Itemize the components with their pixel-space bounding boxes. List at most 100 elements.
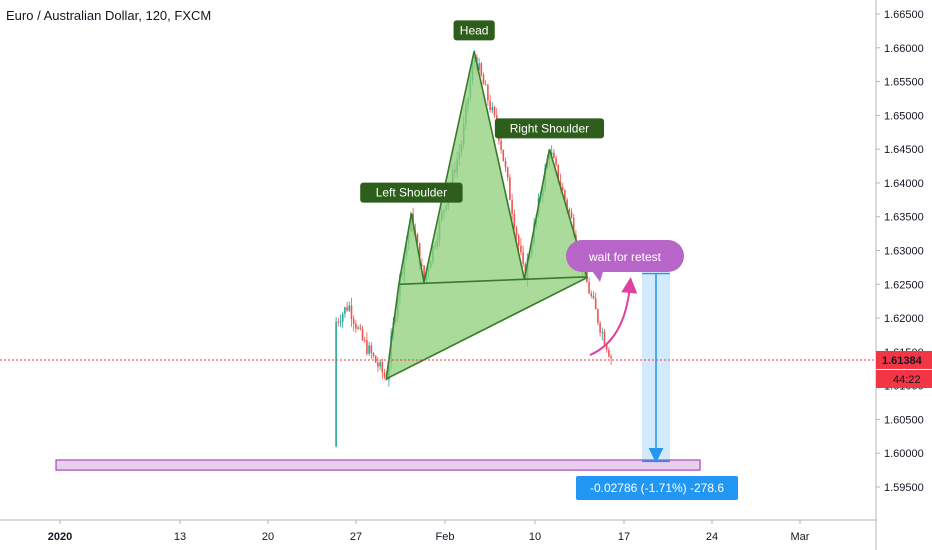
measure-label: -0.02786 (-1.71%) -278.6 <box>590 481 724 495</box>
candle-body <box>594 298 597 310</box>
measure-label-box <box>576 476 738 500</box>
candle-body <box>568 209 571 213</box>
pattern-label: Left Shoulder <box>376 186 447 200</box>
candle-body <box>363 339 366 341</box>
candle-body <box>489 100 491 111</box>
candle-body <box>482 75 485 85</box>
candle-body <box>572 217 575 235</box>
time-tick-label: 20 <box>262 531 274 543</box>
candle-body <box>493 107 496 116</box>
neckline <box>398 276 588 286</box>
price-tick-label: 1.66500 <box>884 9 924 21</box>
candle-body <box>381 362 384 373</box>
candle-body <box>370 345 373 354</box>
candle-body <box>341 313 344 322</box>
candle-body <box>561 187 564 191</box>
measure-layer: -0.02786 (-1.71%) -278.6 <box>576 272 738 500</box>
candle-body <box>599 322 601 333</box>
candle-body <box>478 63 480 71</box>
candle-body <box>484 84 487 86</box>
countdown-value: 44:22 <box>893 374 921 386</box>
candle-body <box>416 234 419 244</box>
candle-body <box>513 213 516 228</box>
pattern-fill <box>385 50 589 381</box>
last-price-value: 1.61384 <box>882 355 923 367</box>
time-tick-label: 13 <box>174 531 186 543</box>
candle-body <box>350 305 353 319</box>
time-tick-label: 27 <box>350 531 362 543</box>
candle-body <box>566 199 568 210</box>
last-price-badge <box>876 350 932 369</box>
candle-body <box>504 161 507 168</box>
candle-body <box>491 107 494 111</box>
candle-body <box>522 252 524 264</box>
price-tick-label: 1.65000 <box>884 110 924 122</box>
time-tick-label: 17 <box>618 531 630 543</box>
pattern-label-box <box>360 182 463 203</box>
pattern-label: Head <box>460 23 489 37</box>
candle-body <box>511 199 513 214</box>
candle-body <box>374 355 377 363</box>
candle-body <box>555 158 557 165</box>
candle-body <box>423 265 425 281</box>
candle-body <box>601 331 604 333</box>
candle-body <box>592 295 595 299</box>
price-tick-label: 1.60000 <box>884 448 924 460</box>
candle-body <box>421 265 423 267</box>
candle-body <box>557 164 560 182</box>
candle-body <box>608 349 610 357</box>
pattern-label-box <box>494 118 605 139</box>
support-zone <box>55 459 701 471</box>
candle-body <box>335 321 337 447</box>
price-tick-label: 1.62500 <box>884 279 924 291</box>
time-tick-label: 24 <box>706 531 718 543</box>
candle-body <box>355 323 357 329</box>
candle-body <box>564 190 566 200</box>
pattern-label-box <box>453 20 495 41</box>
candle-body <box>366 339 368 354</box>
candle-body <box>361 328 364 340</box>
candle-body <box>550 152 553 155</box>
candle-body <box>379 362 381 367</box>
time-tick-label: Mar <box>791 531 810 543</box>
candle-body <box>357 327 359 329</box>
candle-body <box>487 85 489 101</box>
price-tick-label: 1.63000 <box>884 246 924 258</box>
candle-body <box>502 149 505 162</box>
candle-body <box>344 307 346 314</box>
head-shoulders-pattern: Head Left Shoulder Right Shoulder <box>360 20 605 381</box>
candle-body <box>515 227 518 236</box>
annotation-bubble <box>566 240 684 272</box>
candle-body <box>368 345 370 354</box>
price-tick-label: 1.60500 <box>884 414 924 426</box>
candle-body <box>553 152 555 159</box>
annotation-layer: wait for retest <box>566 240 684 356</box>
candle-body <box>418 243 421 266</box>
candle-body <box>359 327 362 329</box>
candle-body <box>339 321 342 323</box>
candle-body <box>517 235 520 246</box>
time-axis: 2020 13 20 27 Feb 10 17 24 Mar <box>0 519 876 543</box>
chart-title: Euro / Australian Dollar, 120, FXCM <box>6 8 212 23</box>
price-tick-label: 1.63500 <box>884 212 924 224</box>
candle-body <box>570 212 573 218</box>
candle-body <box>605 344 608 350</box>
candle-body <box>346 307 348 311</box>
price-tick-label: 1.59500 <box>884 482 924 494</box>
candle-body <box>377 362 379 367</box>
candle-body <box>480 63 483 76</box>
price-tick-label: 1.65500 <box>884 77 924 89</box>
time-tick-label: 2020 <box>48 531 72 543</box>
candle-body <box>337 321 340 323</box>
annotation-text: wait for retest <box>588 250 662 264</box>
countdown-badge <box>876 369 932 388</box>
candle-body <box>603 331 606 345</box>
candle-body <box>588 282 590 294</box>
candle-body <box>348 305 351 311</box>
price-tick-label: 1.62000 <box>884 313 924 325</box>
retest-arrow <box>589 277 638 356</box>
candle-body <box>597 309 599 323</box>
time-tick-label: Feb <box>436 531 455 543</box>
